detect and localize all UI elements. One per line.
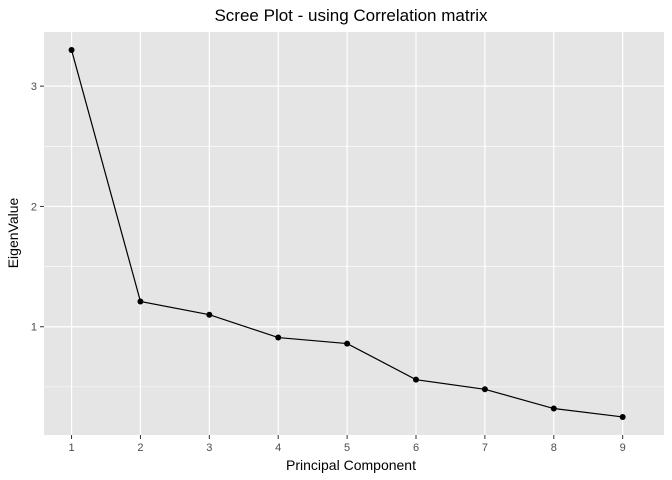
x-tick-label: 2	[137, 442, 143, 454]
x-tick-label: 1	[68, 442, 74, 454]
x-tick-label: 7	[482, 442, 488, 454]
x-axis-title: Principal Component	[286, 457, 416, 473]
y-axis-ticks: 1 2 3	[31, 81, 44, 334]
data-point-2	[137, 298, 144, 305]
data-point-9	[619, 413, 626, 420]
data-point-3	[206, 311, 213, 318]
data-point-1	[68, 47, 75, 54]
x-tick-label: 8	[551, 442, 557, 454]
data-points	[68, 47, 626, 420]
minor-gridlines	[44, 145, 664, 388]
x-axis-ticks: 1 2 3 4 5 6 7 8 9	[68, 435, 626, 454]
y-axis-title: EigenValue	[5, 198, 21, 269]
data-point-7	[481, 386, 488, 393]
data-point-8	[550, 405, 557, 412]
major-gridlines	[44, 32, 664, 435]
x-tick-label: 9	[620, 442, 626, 454]
data-point-5	[344, 340, 351, 347]
y-tick-label: 3	[31, 81, 37, 93]
chart-title: Scree Plot - using Correlation matrix	[214, 6, 488, 25]
x-tick-label: 5	[344, 442, 350, 454]
y-tick-label: 1	[31, 322, 37, 334]
x-tick-label: 4	[275, 442, 281, 454]
x-tick-label: 6	[413, 442, 419, 454]
data-point-4	[275, 334, 282, 341]
data-point-6	[413, 376, 419, 383]
plot-panel	[44, 32, 664, 435]
y-tick-label: 2	[31, 201, 37, 213]
x-tick-label: 3	[206, 442, 212, 454]
